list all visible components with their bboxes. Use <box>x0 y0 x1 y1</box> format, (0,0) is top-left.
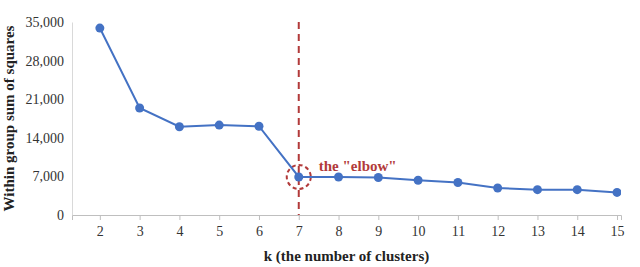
x-tick: 9 <box>375 215 382 239</box>
x-tick-label: 7 <box>296 224 303 239</box>
x-tick-label: 11 <box>452 224 465 239</box>
x-tick-mark <box>100 215 101 220</box>
data-point <box>215 121 224 130</box>
x-tick: 3 <box>137 215 144 239</box>
y-tick-label: 0 <box>57 208 64 223</box>
y-tick: 35,000 <box>26 15 73 30</box>
y-axis: 0 7,000 14,000 21,000 28,000 35,000 <box>26 15 73 223</box>
annotations: the "elbow" <box>287 22 397 215</box>
x-tick-mark <box>418 215 419 220</box>
x-tick: 4 <box>176 215 183 239</box>
data-point <box>453 178 462 187</box>
x-tick-label: 5 <box>216 224 223 239</box>
x-tick-label: 14 <box>571 224 585 239</box>
chart-container: 0 7,000 14,000 21,000 28,000 35,000 2 3 4 5 6 7 8 9 10… <box>0 0 640 267</box>
y-tick: 21,000 <box>26 92 73 107</box>
x-tick-mark <box>458 215 459 220</box>
x-tick-label: 13 <box>531 224 545 239</box>
annotation-text: the "elbow" <box>319 158 397 174</box>
x-tick-label: 8 <box>336 224 343 239</box>
data-point <box>533 185 542 194</box>
data-point <box>493 183 502 192</box>
x-tick-mark <box>498 215 499 220</box>
y-tick-label: 28,000 <box>26 54 65 69</box>
plot-marks <box>95 24 621 197</box>
data-point <box>294 172 303 181</box>
y-tick: 7,000 <box>33 169 73 184</box>
y-tick: 0 <box>57 208 72 223</box>
x-tick: 10 <box>412 215 426 239</box>
x-tick-mark <box>617 215 618 220</box>
x-tick: 6 <box>256 215 263 239</box>
x-tick-label: 2 <box>97 224 104 239</box>
x-tick-label: 3 <box>137 224 144 239</box>
y-tick-label: 21,000 <box>26 92 65 107</box>
x-tick-label: 4 <box>176 224 183 239</box>
data-point <box>374 173 383 182</box>
y-tick-label: 35,000 <box>26 15 65 30</box>
data-point <box>175 122 184 131</box>
x-tick-label: 6 <box>256 224 263 239</box>
x-tick: 7 <box>296 215 303 239</box>
x-tick: 11 <box>452 215 465 239</box>
x-tick: 8 <box>336 215 343 239</box>
data-point <box>95 24 104 33</box>
x-tick-label: 12 <box>491 224 505 239</box>
data-point <box>613 188 621 197</box>
x-tick-mark <box>577 215 578 220</box>
annotation-line <box>298 22 300 215</box>
x-tick-label: 15 <box>611 224 625 239</box>
data-line <box>100 28 617 192</box>
x-axis-title: k (the number of clusters) <box>264 248 430 265</box>
data-point <box>414 176 423 185</box>
x-tick-mark <box>378 215 379 220</box>
y-tick: 28,000 <box>26 54 73 69</box>
data-point <box>254 122 263 131</box>
x-tick-mark <box>537 215 538 220</box>
x-tick-label: 9 <box>375 224 382 239</box>
y-tick: 14,000 <box>26 131 73 146</box>
x-tick-mark <box>299 215 300 220</box>
x-tick: 5 <box>216 215 223 239</box>
x-tick-mark <box>140 215 141 220</box>
y-axis-title: Within group sum of squares <box>1 25 17 211</box>
x-tick-label: 10 <box>412 224 426 239</box>
x-tick: 14 <box>571 215 585 239</box>
x-tick: 15 <box>611 215 625 239</box>
x-tick: 12 <box>491 215 505 239</box>
x-axis: 2 3 4 5 6 7 8 9 10 11 12 13 14 15 <box>73 215 625 239</box>
y-tick-label: 7,000 <box>33 169 65 184</box>
data-point <box>573 185 582 194</box>
x-tick-mark <box>219 215 220 220</box>
y-axis-line <box>72 23 73 216</box>
data-point <box>135 104 144 113</box>
x-tick: 13 <box>531 215 545 239</box>
x-tick-mark <box>179 215 180 220</box>
x-tick-mark <box>339 215 340 220</box>
chart-svg: 0 7,000 14,000 21,000 28,000 35,000 2 3 4 5 6 7 8 9 10… <box>0 0 640 267</box>
x-axis-line <box>73 216 622 221</box>
x-tick: 2 <box>97 215 104 239</box>
x-tick-mark <box>259 215 260 220</box>
data-point <box>334 172 343 181</box>
y-tick-label: 14,000 <box>26 131 65 146</box>
